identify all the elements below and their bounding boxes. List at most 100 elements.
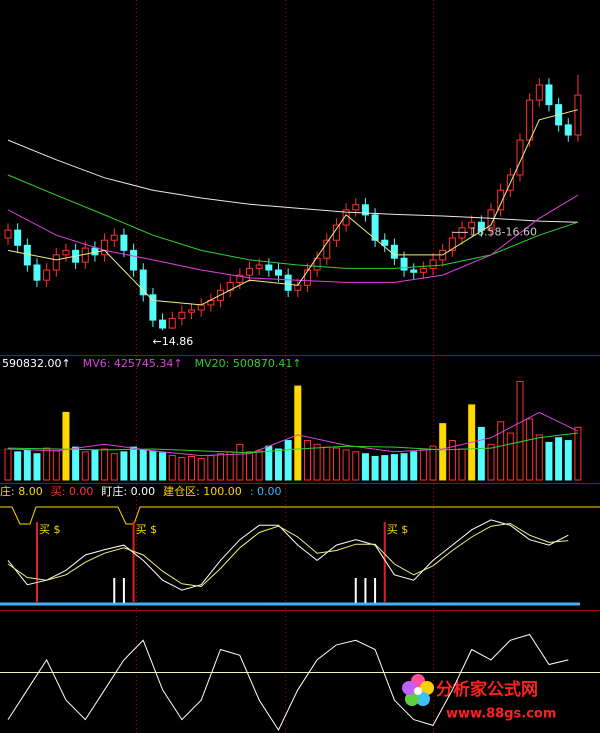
volume-bar (545, 441, 553, 481)
candle-body (149, 294, 157, 321)
volume-bar (226, 451, 234, 481)
candle-body (468, 221, 476, 229)
volume-bar (110, 453, 118, 481)
petal (416, 692, 430, 706)
candle-body (33, 264, 41, 281)
watermark-name: 分析家公式网 (436, 679, 538, 700)
volume-bar (246, 451, 253, 481)
volume-bar (217, 453, 225, 481)
candle-body (361, 204, 369, 216)
candle-body (487, 209, 495, 231)
volume-bar (574, 426, 582, 481)
indicator-label: 庄: 8.00 (0, 484, 43, 498)
candle-body (101, 239, 109, 256)
indicator-fast (7, 519, 569, 591)
buy-label: 买 $ (136, 523, 158, 536)
volume-bar (526, 418, 534, 481)
candle-body (545, 84, 553, 106)
volume-bar (477, 426, 485, 481)
buy-label: 买 $ (39, 523, 61, 536)
volume-bar (458, 448, 466, 481)
volume-bar (255, 450, 263, 481)
volume-bar (207, 455, 215, 481)
volume-bar (33, 453, 41, 481)
volume-bar (313, 443, 321, 481)
candle-body (43, 269, 51, 281)
candle-body (574, 94, 582, 136)
candle-body (120, 234, 128, 251)
candle-body (14, 229, 22, 246)
candle-body (130, 249, 138, 271)
candle-body (400, 257, 408, 271)
candle-body (246, 267, 253, 276)
candle-body (381, 239, 389, 246)
volume-bar (168, 455, 176, 481)
volume-bar (555, 437, 563, 481)
volume-bar (120, 451, 128, 481)
volume-bar (439, 423, 447, 481)
candle-body (371, 214, 379, 241)
volume-bar (274, 448, 282, 481)
volume-bar (130, 446, 138, 481)
volume-ma (7, 432, 578, 454)
candle-body (526, 99, 534, 141)
volume-label: 590832.00↑ (2, 357, 71, 370)
volume-bar (390, 454, 398, 481)
logo (402, 674, 434, 706)
petal (402, 681, 416, 695)
volume-bar (506, 432, 514, 481)
volume-bar (188, 456, 196, 481)
volume-bar (381, 455, 389, 481)
volume-bar (81, 451, 89, 481)
volume-bar (448, 440, 456, 481)
candle-body (390, 244, 398, 259)
volume-bar (294, 385, 302, 481)
candle-body (303, 269, 311, 286)
candle-body (110, 234, 118, 241)
volume-bar (72, 446, 80, 481)
candle-body (429, 259, 437, 269)
volume-bar (52, 450, 60, 481)
volume-bar (159, 452, 167, 481)
candle-body (197, 304, 205, 311)
volume-bar (284, 440, 292, 481)
candle-body (265, 264, 273, 271)
candle-body (477, 221, 485, 231)
candle-body (458, 227, 466, 239)
candle-body (4, 229, 12, 239)
volume-bar (178, 456, 186, 481)
petal (405, 692, 419, 706)
petal-center (414, 687, 422, 695)
candle-body (159, 319, 167, 329)
volume-bar (352, 451, 360, 481)
watermark-url: www.88gs.com (446, 707, 556, 722)
candle-body (410, 269, 418, 273)
volume-bar (429, 445, 437, 481)
volume-bar (4, 448, 12, 481)
candle-body (294, 284, 302, 291)
volume-bar (149, 450, 157, 481)
candle-body (564, 124, 572, 136)
volume-bar (400, 453, 408, 481)
volume-bar (564, 440, 572, 481)
volume-bar (410, 451, 418, 481)
candle-body (139, 269, 147, 296)
candle-body (535, 84, 543, 101)
volume-bar (332, 447, 340, 481)
volume-label: MV20: 500870.41↑ (195, 357, 302, 370)
volume-bar (535, 434, 543, 481)
indicator-label: : 0.00 (250, 485, 282, 498)
volume-bar (101, 448, 109, 481)
candle-body (178, 311, 186, 319)
volume-bar (419, 448, 427, 481)
candle-body (419, 267, 427, 273)
volume-bar (23, 449, 31, 481)
volume-bar (139, 449, 147, 481)
candle-body (313, 257, 321, 271)
candle-body (284, 274, 292, 291)
candle-body (52, 254, 60, 271)
volume-label: MV6: 425745.34↑ (83, 357, 183, 370)
volume-bar (361, 453, 369, 481)
